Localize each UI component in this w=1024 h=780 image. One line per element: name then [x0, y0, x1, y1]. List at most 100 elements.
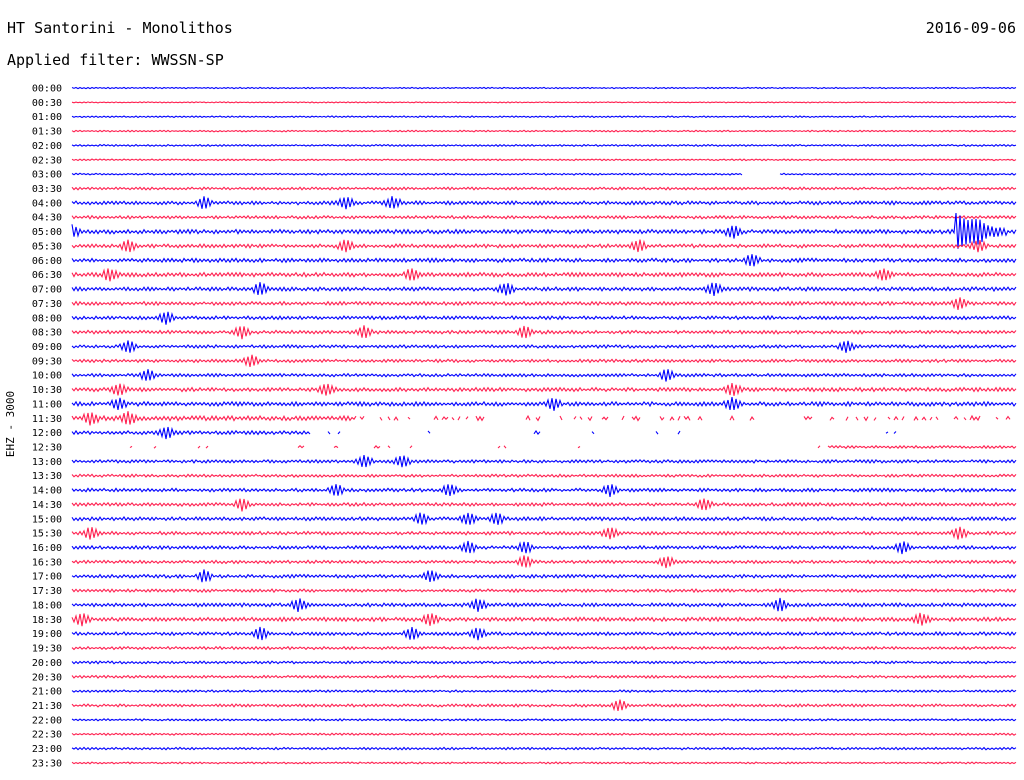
row-label-0300: 03:00: [32, 170, 62, 181]
row-label-1630: 16:30: [32, 557, 62, 568]
row-label-1730: 17:30: [32, 586, 62, 597]
row-label-0800: 08:00: [32, 313, 62, 324]
row-label-0330: 03:30: [32, 184, 62, 195]
row-label-0230: 02:30: [32, 155, 62, 166]
row-label-2030: 20:30: [32, 672, 62, 683]
trace-row-1330: [71, 473, 1017, 479]
row-label-1330: 13:30: [32, 471, 62, 482]
station-title: HT Santorini - Monolithos: [7, 19, 233, 37]
time-axis-labels: 00:00 00:30 01:00 01:30 02:00 02:30 03:00 03:30…: [32, 84, 62, 770]
row-label-1500: 15:00: [32, 514, 62, 525]
row-label-1600: 16:00: [32, 543, 62, 554]
row-label-0500: 05:00: [32, 227, 62, 238]
record-date: 2016-09-06: [925, 19, 1016, 37]
trace-row-1600: [71, 540, 1017, 555]
row-label-1700: 17:00: [32, 572, 62, 583]
row-label-0930: 09:30: [32, 356, 62, 367]
trace-row-0600: [71, 254, 1017, 267]
row-label-1200: 12:00: [32, 428, 62, 439]
row-label-0430: 04:30: [32, 213, 62, 224]
seismic-traces: [71, 86, 1017, 765]
row-label-2300: 23:00: [32, 744, 62, 755]
row-label-1300: 13:00: [32, 457, 62, 468]
trace-row-0800: [71, 311, 1017, 325]
trace-row-0300: [71, 172, 1017, 176]
trace-row-0930: [71, 354, 1017, 367]
row-label-2230: 22:30: [32, 730, 62, 741]
trace-row-2200: [71, 718, 1017, 722]
row-label-0000: 00:00: [32, 84, 62, 95]
trace-row-0730: [71, 297, 1017, 310]
trace-row-1130: [72, 411, 1016, 425]
row-label-0900: 09:00: [32, 342, 62, 353]
row-label-0200: 02:00: [32, 141, 62, 152]
channel-label: EHZ - 3000: [4, 391, 17, 457]
row-label-2130: 21:30: [32, 701, 62, 712]
trace-row-1230: [129, 444, 1017, 450]
trace-row-1930: [71, 645, 1017, 651]
row-label-0730: 07:30: [32, 299, 62, 310]
row-label-1430: 14:30: [32, 500, 62, 511]
trace-row-2230: [71, 732, 1017, 736]
trace-row-2330: [71, 761, 1017, 765]
row-label-0100: 01:00: [32, 112, 62, 123]
row-label-1800: 18:00: [32, 600, 62, 611]
row-label-1130: 11:30: [32, 414, 62, 425]
trace-row-1000: [71, 369, 1017, 382]
trace-row-0330: [71, 186, 1017, 191]
trace-row-0200: [71, 143, 1017, 148]
row-label-1100: 11:00: [32, 399, 62, 410]
row-label-1830: 18:30: [32, 615, 62, 626]
row-label-2330: 23:30: [32, 758, 62, 769]
trace-row-0230: [71, 158, 1017, 162]
row-label-1930: 19:30: [32, 644, 62, 655]
row-label-1400: 14:00: [32, 486, 62, 497]
row-label-1000: 10:00: [32, 371, 62, 382]
trace-row-1300: [71, 455, 1017, 468]
row-label-1030: 10:30: [32, 385, 62, 396]
row-label-0530: 05:30: [32, 241, 62, 252]
trace-row-1400: [71, 484, 1017, 498]
filter-label: Applied filter: WWSSN-SP: [7, 51, 224, 69]
row-label-1230: 12:30: [32, 443, 62, 454]
trace-row-1100: [71, 396, 1017, 411]
row-label-1900: 19:00: [32, 629, 62, 640]
row-label-0700: 07:00: [32, 285, 62, 296]
trace-row-1730: [71, 588, 1017, 594]
trace-row-1200: [72, 427, 1006, 439]
row-label-2100: 21:00: [32, 687, 62, 698]
row-label-2000: 20:00: [32, 658, 62, 669]
trace-row-1430: [71, 498, 1017, 512]
row-label-2200: 22:00: [32, 715, 62, 726]
trace-row-0630: [71, 268, 1017, 282]
trace-row-1830: [71, 612, 1017, 627]
trace-row-2130: [71, 699, 1017, 712]
trace-row-0700: [71, 282, 1017, 297]
trace-row-0130: [71, 129, 1017, 133]
trace-row-0830: [71, 325, 1017, 340]
trace-row-0400: [71, 196, 1017, 210]
row-label-0630: 06:30: [32, 270, 62, 281]
trace-row-1630: [71, 555, 1017, 569]
trace-row-0500: [71, 212, 1017, 249]
row-label-0030: 00:30: [32, 98, 62, 109]
trace-row-2000: [71, 660, 1017, 665]
trace-row-2100: [71, 689, 1017, 694]
row-label-1530: 15:30: [32, 529, 62, 540]
trace-row-2300: [71, 746, 1017, 751]
trace-row-1030: [71, 382, 1017, 396]
trace-row-1500: [71, 512, 1017, 526]
trace-row-0030: [71, 101, 1017, 104]
trace-row-0900: [71, 340, 1017, 353]
row-label-0600: 06:00: [32, 256, 62, 267]
trace-row-0000: [71, 86, 1017, 90]
trace-row-0100: [71, 115, 1017, 119]
trace-row-0530: [71, 239, 1017, 253]
trace-row-1700: [71, 569, 1017, 583]
row-label-0400: 04:00: [32, 198, 62, 209]
trace-row-1800: [71, 597, 1017, 613]
trace-row-1900: [71, 626, 1017, 641]
trace-row-2030: [71, 674, 1017, 679]
trace-row-1530: [71, 526, 1017, 540]
